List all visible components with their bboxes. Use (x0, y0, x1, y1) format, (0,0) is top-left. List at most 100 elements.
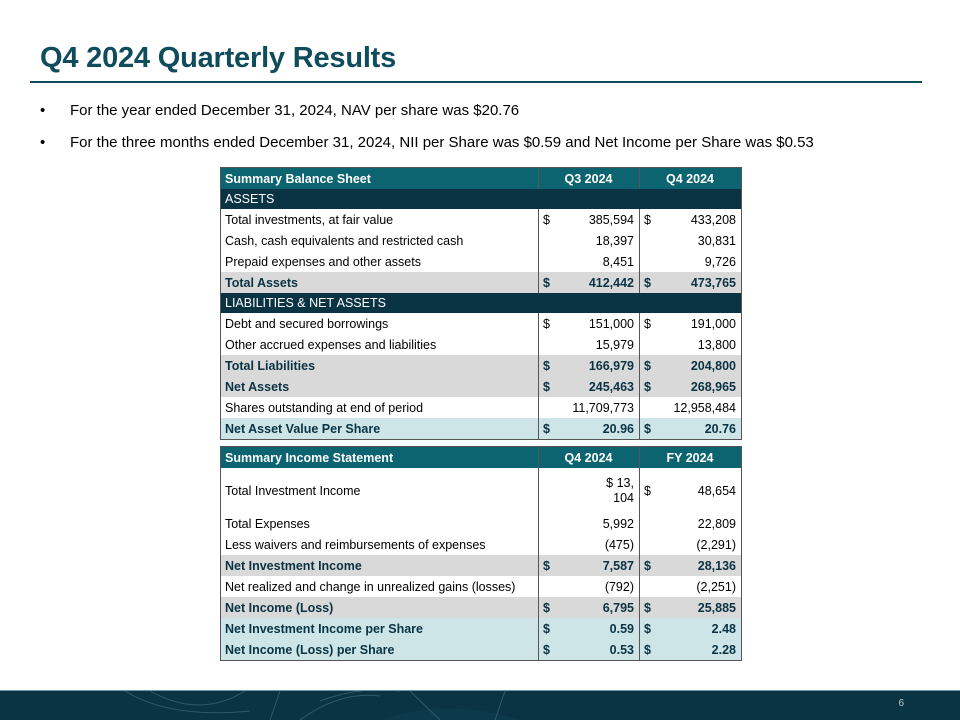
row-label: Net Investment Income per Share (220, 618, 539, 639)
dollar-sign: $ (543, 316, 550, 331)
table-row: Shares outstanding at end of period 11,70… (221, 397, 742, 418)
value-col-2: 25,885 (697, 600, 736, 615)
value-cell: $151,000 (538, 313, 640, 334)
bullet-icon: • (40, 133, 46, 151)
value-col-2: 13,800 (697, 337, 736, 352)
row-label: Net realized and change in unrealized ga… (225, 579, 516, 594)
value-col-1: 20.96 (602, 421, 634, 436)
value-col-2: 433,208 (690, 212, 736, 227)
table-header: Summary Income Statement Q4 2024 FY 2024 (220, 446, 742, 468)
dollar-sign: $ (644, 421, 651, 436)
dollar-sign: $ (644, 483, 651, 498)
value-cell: 30,831 (639, 230, 742, 251)
value-col-2: 2.48 (711, 621, 736, 636)
dollar-sign: $ (644, 379, 651, 394)
value-cell: $433,208 (639, 209, 742, 230)
dollar-sign: $ (543, 275, 550, 290)
value-cell: $ 13,104 (538, 468, 640, 513)
table-row: Net Investment Income $7,587 $28,136 (220, 555, 742, 576)
value-col-1: (792) (604, 579, 634, 594)
value-col-1: 0.53 (609, 642, 634, 657)
value-cell: (2,291) (639, 534, 742, 555)
value-cell: $0.59 (538, 618, 640, 639)
value-cell: $7,587 (538, 555, 640, 576)
value-col-1: 7,587 (602, 558, 634, 573)
value-cell: $20.76 (639, 418, 742, 440)
dollar-sign: $ (644, 212, 651, 227)
value-col-2: 22,809 (697, 516, 736, 531)
header-col-1: Q4 2024 (538, 446, 640, 468)
value-cell: $473,765 (639, 272, 742, 293)
bullet-text: For the year ended December 31, 2024, NA… (70, 101, 520, 119)
value-col-2: 20.76 (704, 421, 736, 436)
value-cell: 5,992 (538, 513, 640, 534)
section-label: ASSETS (220, 189, 742, 209)
dollar-sign: $ (644, 558, 651, 573)
value-col-1: 18,397 (595, 233, 634, 248)
bullet-icon: • (40, 101, 46, 119)
value-cell: 13,800 (639, 334, 742, 355)
row-label: Total Investment Income (225, 483, 361, 498)
value-cell: 18,397 (538, 230, 640, 251)
row-label: Debt and secured borrowings (225, 316, 389, 331)
value-cell: $2.48 (639, 618, 742, 639)
value-col-2: 268,965 (690, 379, 736, 394)
header-title: Summary Balance Sheet (220, 167, 539, 189)
value-cell: $204,800 (639, 355, 742, 376)
value-cell: $6,795 (538, 597, 640, 618)
table-row: Total Liabilities $166,979 $204,800 (220, 355, 742, 376)
value-col-2: 12,958,484 (673, 400, 736, 415)
dollar-sign: $ (543, 621, 550, 636)
value-cell: $2.28 (639, 639, 742, 661)
value-cell: (2,251) (639, 576, 742, 597)
value-col-2: (2,291) (696, 537, 736, 552)
value-col-2: 2.28 (711, 642, 736, 657)
value-col-2: 204,800 (690, 358, 736, 373)
table-row: Less waivers and reimbursements of expen… (221, 534, 742, 555)
row-label: Net Asset Value Per Share (220, 418, 539, 440)
table-header: Summary Balance Sheet Q3 2024 Q4 2024 (220, 167, 742, 189)
dollar-sign: $ (644, 316, 651, 331)
row-label: Total Liabilities (220, 355, 539, 376)
dollar-sign: $ (644, 275, 651, 290)
table-row: Total investments, at fair value $385,594… (221, 209, 742, 230)
dollar-sign: $ (543, 212, 550, 227)
value-cell: 15,979 (538, 334, 640, 355)
dollar-sign: $ (543, 642, 550, 657)
value-cell: $268,965 (639, 376, 742, 397)
section-label: LIABILITIES & NET ASSETS (220, 293, 742, 313)
balance-sheet-table: Summary Balance Sheet Q3 2024 Q4 2024 ASSET… (220, 167, 742, 440)
value-col-2: (2,251) (696, 579, 736, 594)
value-col-1: 412,442 (588, 275, 634, 290)
header-col-2: FY 2024 (639, 446, 742, 468)
dollar-sign: $ (644, 358, 651, 373)
section-row: ASSETS (220, 189, 742, 209)
value-cell: $28,136 (639, 555, 742, 576)
value-cell: 12,958,484 (639, 397, 742, 418)
value-col-1: 8,451 (602, 254, 634, 269)
value-cell: (475) (538, 534, 640, 555)
value-cell: $191,000 (639, 313, 742, 334)
table-row: Total Expenses 5,992 22,809 (221, 513, 742, 534)
header-title: Summary Income Statement (220, 446, 539, 468)
dollar-sign: $ (543, 421, 550, 436)
dollar-sign: $ (543, 558, 550, 573)
row-label: Prepaid expenses and other assets (225, 254, 421, 269)
row-label: Total investments, at fair value (225, 212, 394, 227)
table-row: Net Income (Loss) $6,795 $25,885 (220, 597, 742, 618)
value-cell: $166,979 (538, 355, 640, 376)
header-col-1: Q3 2024 (538, 167, 640, 189)
value-cell: $412,442 (538, 272, 640, 293)
value: 13,104 (613, 475, 634, 505)
value-cell: $245,463 (538, 376, 640, 397)
dollar-sign: $ (543, 358, 550, 373)
value-col-2: 9,726 (704, 254, 736, 269)
table-row: Total Investment Income $ 13,104 $48,654 (221, 468, 742, 513)
value-cell: $48,654 (639, 468, 742, 513)
bullet-text: For the three months ended December 31, … (70, 133, 814, 151)
row-label: Net Income (Loss) per Share (220, 639, 539, 661)
bullet-item: • For the three months ended December 31,… (40, 126, 814, 158)
value-col-1: $ 13,104 (601, 476, 634, 506)
row-label: Net Income (Loss) (220, 597, 539, 618)
value-col-1: 11,709,773 (572, 400, 634, 415)
